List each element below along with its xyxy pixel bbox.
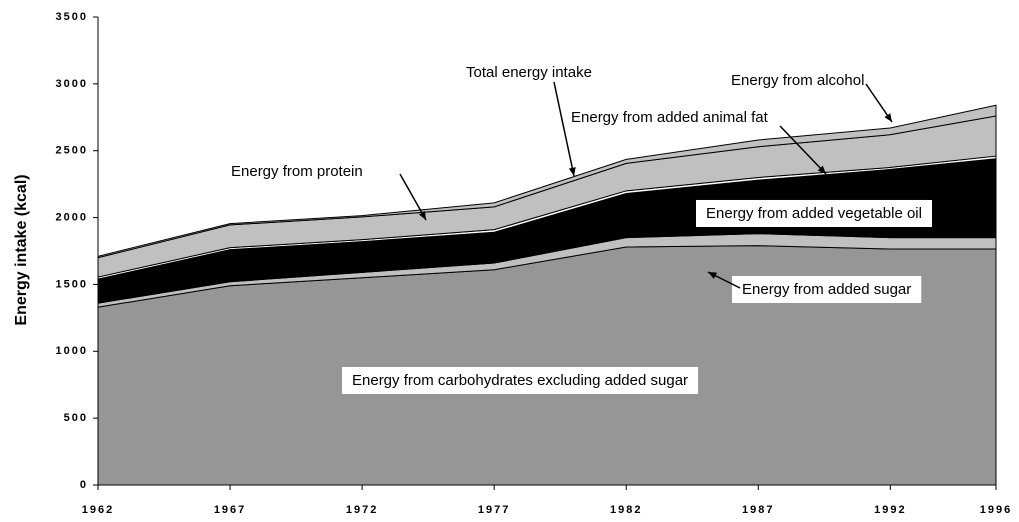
annotation: Energy from added vegetable oil — [706, 205, 922, 222]
area — [97, 104, 997, 259]
arrow-line — [399, 173, 427, 221]
label-box — [342, 366, 699, 394]
arrow-line — [779, 125, 827, 175]
annotation: Energy from carbohydrates excluding adde… — [352, 372, 688, 389]
x-tick-label: 1972 — [346, 504, 378, 516]
x-tick-label: 1977 — [478, 504, 510, 516]
y-tick-label: 3500 — [56, 11, 88, 23]
y-axis-title: Energy intake (kcal) — [13, 174, 30, 325]
y-tick-label: 1000 — [56, 345, 88, 357]
arrow-head — [708, 272, 717, 279]
arrow-head — [418, 211, 426, 220]
arrow-line — [553, 81, 575, 177]
x-tick-label: 1987 — [742, 504, 774, 516]
y-tick-label: 2000 — [56, 211, 88, 223]
y-tick-label: 3000 — [56, 78, 88, 90]
annotation: Energy from added animal fat — [571, 109, 769, 126]
arrow-head — [884, 113, 892, 122]
label-box — [696, 199, 932, 227]
y-tick-label: 500 — [64, 412, 88, 424]
annotation: Energy from protein — [231, 163, 363, 180]
x-tick-label: 1967 — [214, 504, 246, 516]
x-tick-label: 1992 — [874, 504, 906, 516]
annotation: Energy from alcohol — [731, 72, 864, 89]
annotation: Energy from added sugar — [742, 281, 911, 298]
label-box — [732, 275, 922, 303]
x-tick-label: 1982 — [610, 504, 642, 516]
y-tick-label: 0 — [80, 479, 88, 491]
arrow-head — [568, 167, 576, 176]
annotation: Total energy intake — [466, 64, 592, 81]
x-tick-label: 1996 — [980, 504, 1012, 516]
arrow-head — [817, 165, 826, 174]
y-tick-label: 1500 — [56, 278, 88, 290]
y-tick-label: 2500 — [56, 145, 88, 157]
x-tick-label: 1962 — [82, 504, 114, 516]
